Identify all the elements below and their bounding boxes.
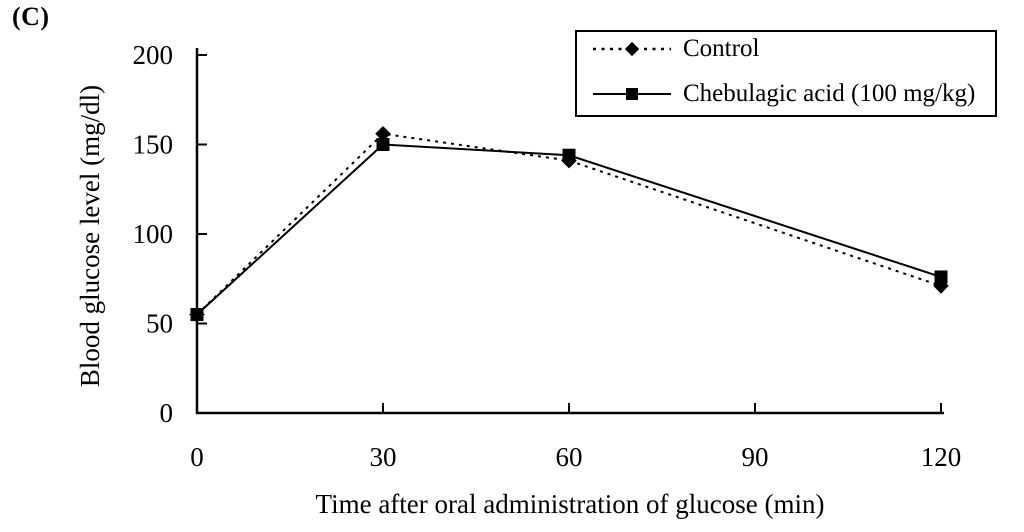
- y-tick-label: 0: [160, 398, 174, 428]
- panel-label: (C): [12, 2, 50, 31]
- dotted-diamond-line-icon: [593, 41, 671, 57]
- x-tick-label: 30: [370, 442, 397, 472]
- legend-label-chebulagic-acid: Chebulagic acid (100 mg/kg): [683, 80, 976, 107]
- x-axis-title: Time after oral administration of glucos…: [315, 489, 825, 519]
- square-marker: [376, 138, 390, 151]
- x-tick-label: 90: [742, 442, 769, 472]
- legend-entry-chebulagic: Chebulagic acid (100 mg/kg): [591, 78, 975, 110]
- legend-box: Control Chebulagic acid (100 mg/kg): [575, 30, 997, 117]
- y-tick-label: 200: [133, 40, 174, 70]
- y-axis-title: Blood glucose level (mg/dl): [75, 84, 105, 388]
- x-tick-label: 120: [921, 442, 962, 472]
- x-tick-label: 60: [556, 442, 583, 472]
- x-tick-label: 0: [190, 442, 204, 472]
- square-marker: [934, 270, 948, 284]
- diamond-marker: [375, 125, 391, 142]
- y-tick-label: 100: [133, 219, 174, 249]
- square-marker: [562, 148, 576, 162]
- series-line-chebulagic-acid-100-mg-kg-: [196, 143, 942, 316]
- series-line-control: [196, 132, 942, 316]
- legend-entry-control: Control: [591, 33, 759, 65]
- legend-label-control: Control: [683, 35, 760, 62]
- square-marker: [190, 308, 204, 322]
- y-tick-label: 150: [133, 130, 174, 160]
- y-tick-label: 50: [146, 309, 173, 339]
- solid-square-line-icon: [593, 88, 671, 100]
